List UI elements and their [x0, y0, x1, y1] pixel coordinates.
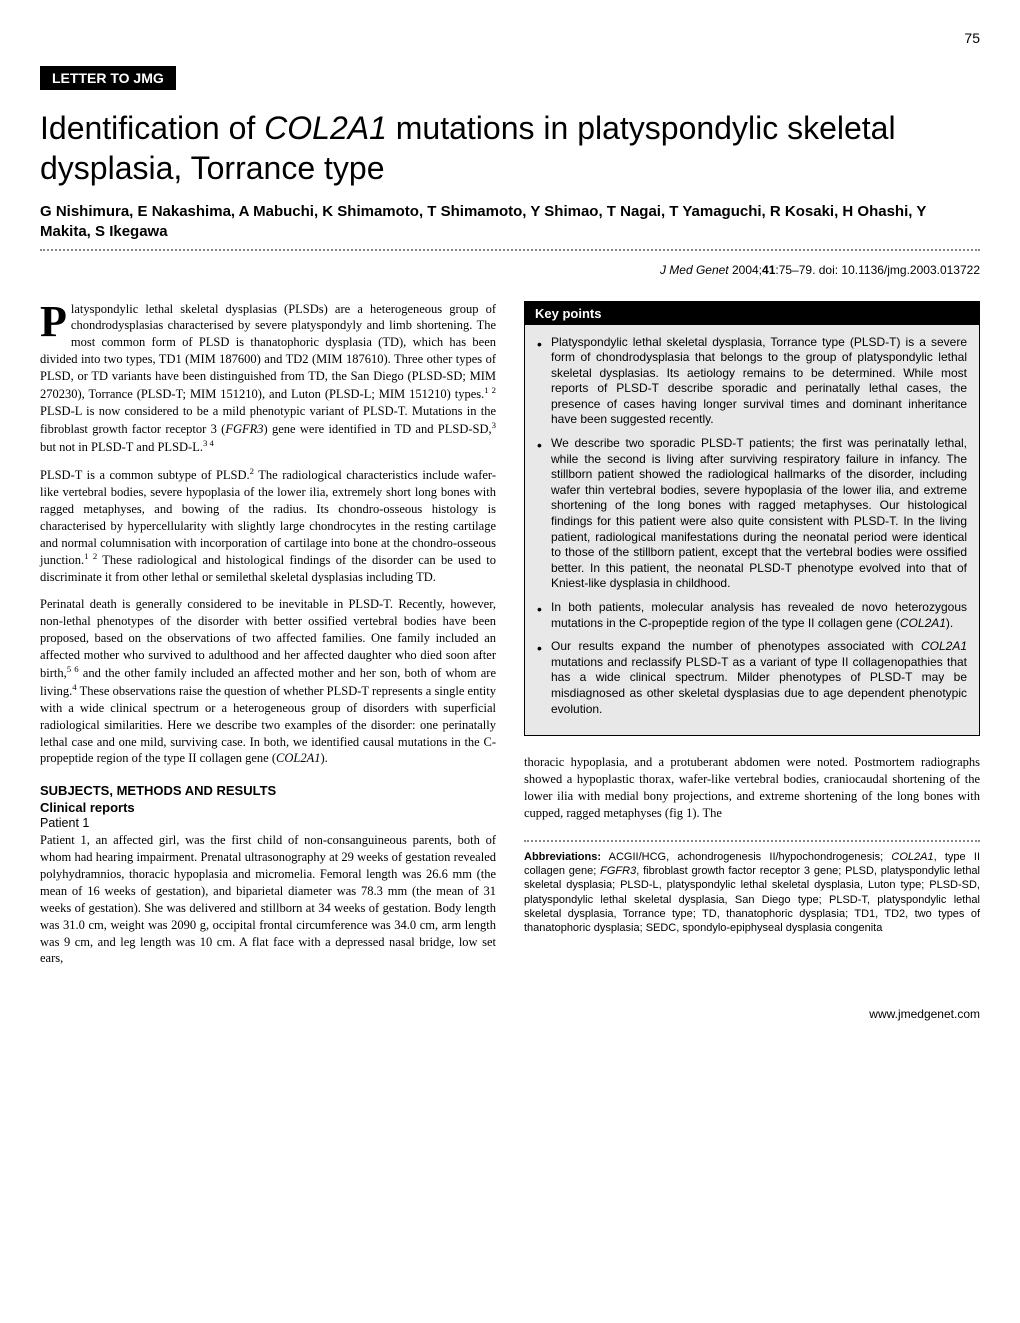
heading-patient-1: Patient 1: [40, 816, 496, 830]
divider: [40, 249, 980, 251]
abbreviations-box: Abbreviations: ACGII/HCG, achondrogenesi…: [524, 840, 980, 936]
citation-line: J Med Genet 2004;41:75–79. doi: 10.1136/…: [40, 263, 980, 277]
intro-paragraph-3: Perinatal death is generally considered …: [40, 596, 496, 767]
heading-clinical-reports: Clinical reports: [40, 800, 496, 815]
page-number: 75: [40, 30, 980, 46]
section-badge: LETTER TO JMG: [40, 66, 176, 90]
left-column: Platyspondylic lethal skeletal dysplasia…: [40, 301, 496, 978]
key-point-item: In both patients, molecular analysis has…: [537, 600, 967, 631]
two-column-layout: Platyspondylic lethal skeletal dysplasia…: [40, 301, 980, 978]
author-list: G Nishimura, E Nakashima, A Mabuchi, K S…: [40, 202, 980, 243]
key-point-item: We describe two sporadic PLSD-T patients…: [537, 436, 967, 592]
key-points-header: Key points: [525, 302, 979, 325]
key-points-box: Key points Platyspondylic lethal skeleta…: [524, 301, 980, 737]
patient-1-paragraph: Patient 1, an affected girl, was the fir…: [40, 832, 496, 967]
heading-subjects-methods: SUBJECTS, METHODS AND RESULTS: [40, 783, 496, 798]
footer-url: www.jmedgenet.com: [40, 1007, 980, 1021]
key-point-item: Our results expand the number of phenoty…: [537, 639, 967, 717]
right-column: Key points Platyspondylic lethal skeleta…: [524, 301, 980, 978]
right-continued-paragraph: thoracic hypoplasia, and a protuberant a…: [524, 754, 980, 822]
key-points-list: Platyspondylic lethal skeletal dysplasia…: [525, 325, 979, 736]
intro-paragraph-2: PLSD-T is a common subtype of PLSD.2 The…: [40, 466, 496, 586]
intro-paragraph-1: Platyspondylic lethal skeletal dysplasia…: [40, 301, 496, 456]
key-point-item: Platyspondylic lethal skeletal dysplasia…: [537, 335, 967, 429]
article-title: Identification of COL2A1 mutations in pl…: [40, 108, 980, 188]
